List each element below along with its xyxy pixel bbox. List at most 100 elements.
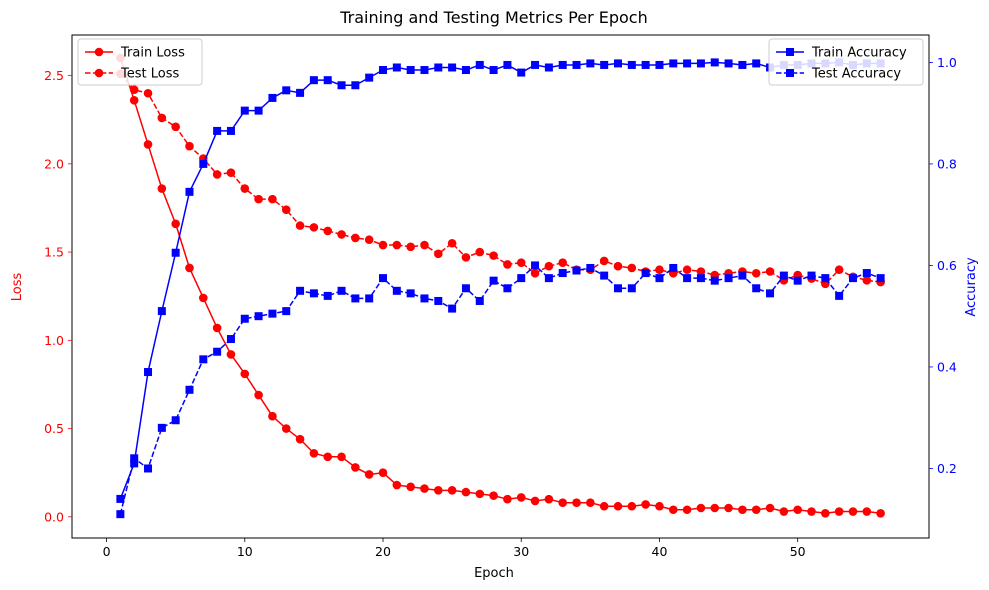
data-point-test-accuracy <box>613 284 622 293</box>
data-point-train-loss <box>157 184 167 193</box>
data-point-train-accuracy <box>337 81 346 90</box>
data-point-train-loss <box>254 390 263 400</box>
data-point-test-loss <box>862 276 872 285</box>
x-tick-label: 40 <box>652 544 668 559</box>
data-point-train-accuracy <box>365 73 374 82</box>
data-point-test-loss <box>834 265 844 275</box>
data-point-train-accuracy <box>309 76 318 85</box>
data-point-train-loss <box>475 489 485 499</box>
data-point-train-accuracy <box>600 60 609 69</box>
data-point-train-accuracy <box>738 60 747 69</box>
legend-label: Test Loss <box>120 67 179 82</box>
data-point-test-loss <box>461 253 471 262</box>
data-point-test-accuracy <box>807 271 816 280</box>
data-point-train-accuracy <box>710 58 719 67</box>
data-point-test-accuracy <box>793 276 802 285</box>
data-point-train-loss <box>226 350 236 359</box>
legend-label: Train Loss <box>120 46 185 61</box>
data-point-test-accuracy <box>144 464 153 473</box>
data-point-train-loss <box>281 424 291 433</box>
data-point-test-loss <box>655 265 664 275</box>
data-point-test-accuracy <box>185 385 194 394</box>
y-left-tick-label: 1.5 <box>44 245 64 260</box>
data-point-train-accuracy <box>116 494 125 503</box>
data-point-train-loss <box>337 452 346 462</box>
data-point-test-accuracy <box>600 271 609 280</box>
data-point-train-loss <box>406 482 415 492</box>
data-point-test-loss <box>337 230 346 239</box>
x-tick-label: 0 <box>103 544 111 559</box>
data-point-test-accuracy <box>544 274 553 283</box>
data-point-test-accuracy <box>779 271 788 280</box>
data-point-test-loss <box>627 263 637 273</box>
data-point-train-loss <box>268 411 277 421</box>
data-point-train-accuracy <box>696 59 705 68</box>
x-tick-label: 30 <box>513 544 529 559</box>
data-point-train-loss <box>876 508 885 518</box>
legend-marker <box>786 48 794 56</box>
data-point-train-loss <box>295 434 305 444</box>
data-point-train-loss <box>516 493 526 502</box>
data-point-train-loss <box>503 494 512 504</box>
x-tick-label: 50 <box>790 544 806 559</box>
data-point-train-loss <box>447 486 457 495</box>
legend-marker <box>786 69 794 77</box>
legend-box <box>768 38 924 86</box>
legend-label: Test Accuracy <box>811 67 901 82</box>
data-point-train-accuracy <box>683 59 692 68</box>
data-point-train-accuracy <box>655 60 664 69</box>
data-point-train-accuracy <box>296 88 305 97</box>
data-point-train-accuracy <box>544 63 553 72</box>
data-point-test-accuracy <box>130 454 139 463</box>
data-point-test-loss <box>309 223 319 232</box>
data-point-train-loss <box>779 507 789 516</box>
data-point-test-accuracy <box>752 284 761 293</box>
data-point-test-accuracy <box>531 261 540 270</box>
y-right-tick-label: 0.4 <box>937 359 957 374</box>
legend-loss: Train Loss Test Loss <box>77 38 203 86</box>
data-point-test-loss <box>129 85 139 95</box>
data-point-train-loss <box>862 507 872 516</box>
data-point-train-loss <box>433 486 443 495</box>
data-point-test-loss <box>503 260 512 269</box>
data-point-train-accuracy <box>475 60 484 69</box>
data-point-train-loss <box>655 501 664 511</box>
data-point-test-loss <box>599 256 609 266</box>
data-point-test-loss <box>544 261 554 271</box>
data-point-test-loss <box>392 240 402 250</box>
data-point-test-accuracy <box>738 271 747 280</box>
legend-label: Train Accuracy <box>811 46 907 61</box>
data-point-test-accuracy <box>876 274 885 283</box>
data-point-train-loss <box>544 494 554 504</box>
data-point-test-accuracy <box>572 266 581 275</box>
data-point-train-accuracy <box>558 60 567 69</box>
data-point-train-loss <box>309 448 319 458</box>
x-axis-label: Epoch <box>474 566 514 581</box>
data-point-train-accuracy <box>406 66 415 75</box>
data-point-train-loss <box>530 496 540 506</box>
data-point-test-accuracy <box>351 294 360 303</box>
data-point-train-accuracy <box>669 59 678 68</box>
data-point-train-accuracy <box>448 63 457 72</box>
data-point-test-loss <box>516 258 526 267</box>
data-point-test-loss <box>268 194 277 204</box>
data-point-train-accuracy <box>144 368 153 377</box>
data-point-test-accuracy <box>420 294 429 303</box>
data-point-test-loss <box>157 113 167 123</box>
data-point-train-loss <box>710 503 720 513</box>
data-point-test-accuracy <box>724 274 733 283</box>
data-point-train-loss <box>240 369 250 379</box>
data-point-test-accuracy <box>157 423 166 432</box>
data-point-train-loss <box>738 505 747 515</box>
data-point-test-loss <box>185 141 194 151</box>
data-point-train-accuracy <box>434 63 443 72</box>
series-train-accuracy <box>116 58 885 503</box>
series-test-accuracy <box>116 261 885 519</box>
data-point-train-loss <box>613 501 623 511</box>
x-tick-label: 20 <box>375 544 391 559</box>
data-point-train-accuracy <box>240 106 249 115</box>
data-point-train-loss <box>724 503 733 513</box>
data-point-test-loss <box>682 265 692 275</box>
